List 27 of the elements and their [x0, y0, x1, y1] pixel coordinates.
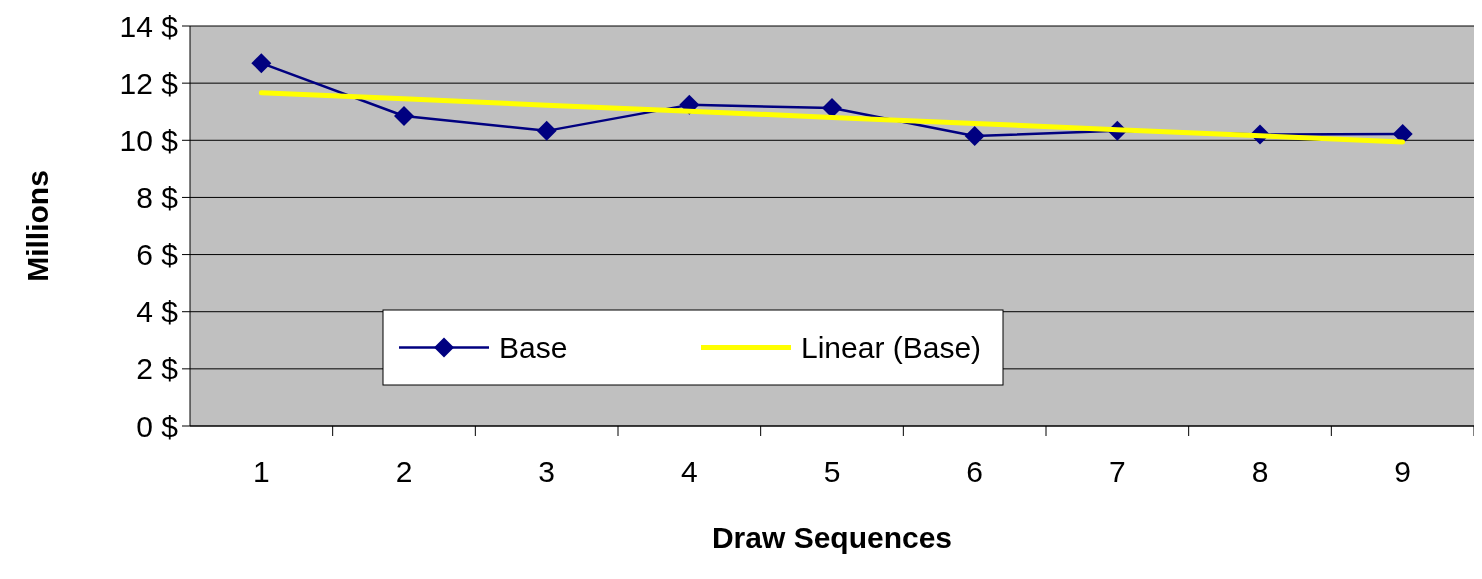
- y-tick-label: 4 $: [136, 295, 179, 329]
- y-tick-label: 0 $: [136, 409, 179, 443]
- legend-label: Base: [499, 331, 568, 364]
- point: [964, 126, 985, 146]
- point: [536, 120, 557, 141]
- x-tick-label: 4: [680, 455, 698, 488]
- y-tick-label: 14 $: [119, 9, 179, 43]
- x-axis-title: Draw Sequences: [711, 521, 953, 554]
- y-tick-label: 8 $: [136, 180, 179, 214]
- x-tick-label: 7: [1108, 455, 1126, 488]
- point: [822, 98, 842, 118]
- x-tick-label: 5: [823, 455, 841, 488]
- x-tick-label: 6: [966, 455, 984, 488]
- y-tick-label: 12 $: [119, 66, 179, 100]
- x-tick-label: 2: [395, 455, 413, 488]
- point: [1392, 124, 1413, 144]
- legend-label: Linear (Base): [801, 331, 982, 364]
- x-tick-label: 3: [538, 455, 556, 488]
- x-tick-label: 8: [1251, 455, 1269, 488]
- point: [394, 106, 414, 126]
- y-tick-label: 10 $: [119, 123, 179, 157]
- y-tick-label: 2 $: [136, 352, 179, 386]
- x-tick-label: 1: [252, 455, 270, 488]
- y-axis-title: Millions: [21, 170, 54, 282]
- y-tick-label: 6 $: [136, 238, 179, 272]
- x-tick-label: 9: [1394, 455, 1412, 488]
- point: [251, 53, 272, 74]
